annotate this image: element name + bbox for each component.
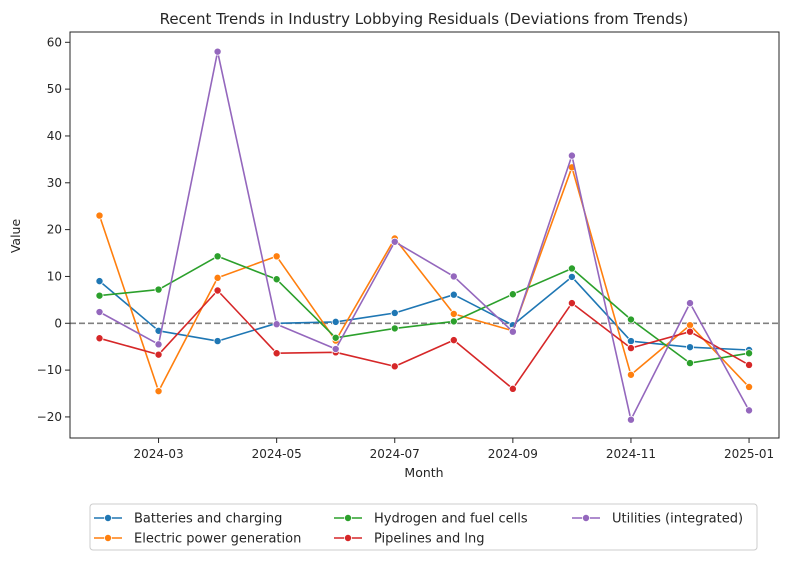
legend-swatch-marker-pipelines-and-lng (343, 534, 352, 543)
data-point-electric-power-generation (213, 273, 222, 282)
legend-label-batteries-and-charging: Batteries and charging (134, 512, 282, 527)
y-tick-label: 40 (47, 129, 62, 143)
series-line-batteries-and-charging (98, 276, 750, 351)
plot-area: −20 −10 0 10 20 30 40 50 60 2024-03 2024-05 2024-07… (37, 35, 779, 461)
x-tick-label: 2024-11 (606, 447, 656, 461)
legend-swatch-marker-electric-power-generation (104, 534, 113, 543)
legend-label-hydrogen-and-fuel-cells: Hydrogen and fuel cells (374, 512, 528, 527)
data-point-electric-power-generation (95, 211, 104, 220)
series-line-electric-power-generation (98, 166, 750, 393)
y-tick-label: 0 (54, 316, 62, 330)
data-point-utilities-integrated (95, 308, 104, 317)
data-point-electric-power-generation (449, 309, 458, 318)
plot-frame (69, 31, 780, 439)
data-point-pipelines-and-lng (213, 286, 222, 295)
x-tick-label: 2025-01 (724, 447, 774, 461)
data-point-utilities-integrated (626, 415, 635, 424)
y-tick-label: 30 (47, 176, 62, 190)
series-line-hydrogen-and-fuel-cells (99, 255, 750, 364)
legend-label-pipelines-and-lng: Pipelines and lng (374, 532, 484, 547)
data-point-electric-power-generation (272, 252, 281, 261)
y-axis-title: Value (8, 219, 23, 254)
series-line-pipelines-and-lng (99, 289, 750, 390)
data-point-batteries-and-charging (626, 337, 635, 346)
data-point-electric-power-generation (626, 370, 635, 379)
x-axis-title: Month (404, 465, 443, 480)
data-point-utilities-integrated (213, 47, 222, 56)
data-point-batteries-and-charging (449, 290, 458, 299)
data-point-hydrogen-and-fuel-cells (567, 264, 576, 273)
chart-title: Recent Trends in Industry Lobbying Resid… (160, 10, 689, 28)
y-tick-label: −20 (37, 410, 62, 424)
data-point-hydrogen-and-fuel-cells (331, 333, 340, 342)
y-tick-label: 50 (47, 82, 62, 96)
data-point-batteries-and-charging (331, 317, 340, 326)
data-point-utilities-integrated (508, 327, 517, 336)
legend-label-electric-power-generation: Electric power generation (134, 532, 301, 547)
data-point-utilities-integrated (745, 406, 754, 415)
data-point-hydrogen-and-fuel-cells (745, 349, 754, 358)
data-point-utilities-integrated (331, 345, 340, 354)
data-point-hydrogen-and-fuel-cells (95, 291, 104, 300)
y-tick-label: −10 (37, 363, 62, 377)
data-point-hydrogen-and-fuel-cells (626, 315, 635, 324)
x-tick-label: 2024-07 (370, 447, 420, 461)
y-tick-label: 20 (47, 223, 62, 237)
data-point-pipelines-and-lng (745, 360, 754, 369)
data-point-utilities-integrated (567, 151, 576, 160)
data-point-hydrogen-and-fuel-cells (508, 290, 517, 299)
x-tick-label: 2024-05 (252, 447, 302, 461)
data-point-electric-power-generation (745, 382, 754, 391)
x-tick-label: 2024-03 (133, 447, 183, 461)
legend-swatch-marker-utilities-integrated (582, 514, 591, 523)
x-tick-label: 2024-09 (488, 447, 538, 461)
legend-swatch-marker-hydrogen-and-fuel-cells (343, 514, 352, 523)
data-point-utilities-integrated (449, 272, 458, 281)
y-tick-label: 10 (47, 269, 62, 283)
data-point-batteries-and-charging (95, 277, 104, 286)
legend-swatch-marker-batteries-and-charging (104, 514, 113, 523)
legend-label-utilities-integrated: Utilities (integrated) (612, 512, 743, 527)
y-axis-title-group: Value (8, 219, 23, 254)
legend: Batteries and charging Electric power gen… (89, 503, 758, 551)
data-point-utilities-integrated (272, 320, 281, 329)
data-point-pipelines-and-lng (390, 362, 399, 371)
data-point-batteries-and-charging (390, 308, 399, 317)
data-point-batteries-and-charging (213, 337, 222, 346)
data-point-utilities-integrated (390, 237, 399, 246)
data-point-pipelines-and-lng (686, 327, 695, 336)
data-point-pipelines-and-lng (154, 350, 163, 359)
data-point-pipelines-and-lng (95, 334, 104, 343)
y-tick-label: 60 (47, 35, 62, 49)
data-point-pipelines-and-lng (626, 344, 635, 353)
data-point-pipelines-and-lng (272, 349, 281, 358)
data-point-electric-power-generation (154, 387, 163, 396)
data-point-pipelines-and-lng (567, 299, 576, 308)
data-point-pipelines-and-lng (449, 336, 458, 345)
data-point-hydrogen-and-fuel-cells (390, 324, 399, 333)
data-point-pipelines-and-lng (508, 384, 517, 393)
data-point-batteries-and-charging (686, 343, 695, 352)
data-point-electric-power-generation (686, 321, 695, 330)
data-point-hydrogen-and-fuel-cells (154, 285, 163, 294)
data-point-batteries-and-charging (567, 272, 576, 281)
legend-box (89, 503, 758, 551)
data-point-hydrogen-and-fuel-cells (449, 317, 458, 326)
data-point-utilities-integrated (686, 299, 695, 308)
data-point-hydrogen-and-fuel-cells (213, 252, 222, 261)
data-point-hydrogen-and-fuel-cells (686, 359, 695, 368)
series-line-utilities-integrated (99, 50, 750, 421)
data-point-utilities-integrated (154, 340, 163, 349)
data-point-hydrogen-and-fuel-cells (272, 275, 281, 284)
